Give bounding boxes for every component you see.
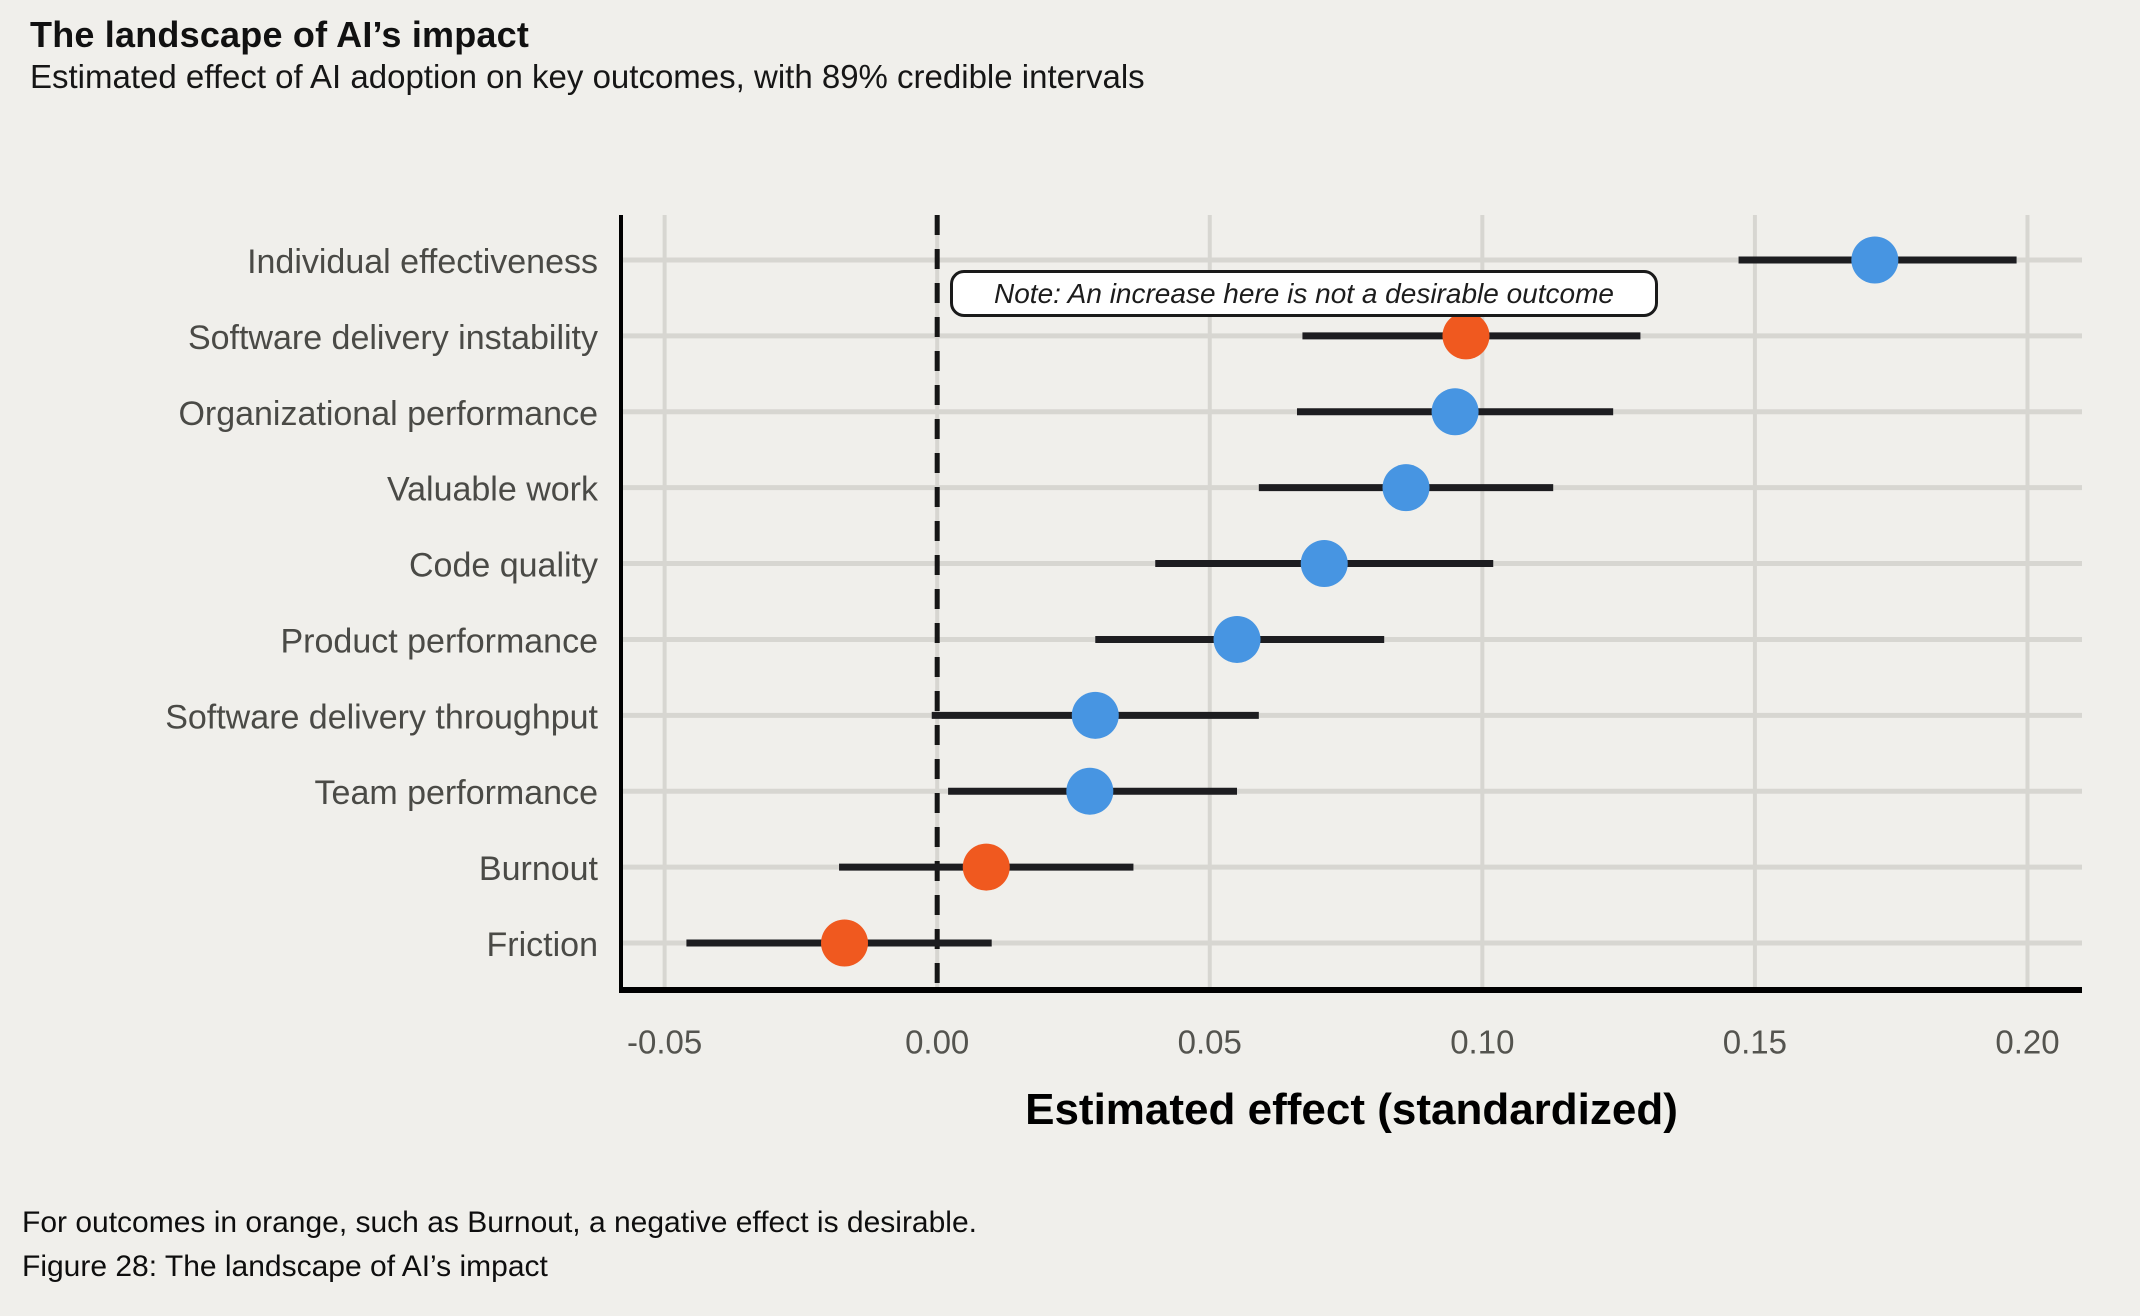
category-label-code-quality: Code quality [409, 547, 598, 585]
footnote-orange-explainer: For outcomes in orange, such as Burnout,… [22, 1206, 977, 1239]
category-label-software-delivery-throughput: Software delivery throughput [165, 698, 598, 736]
estimate-dot-software-delivery-throughput [1071, 691, 1119, 739]
x-axis-title: Estimated effect (standardized) [1025, 1085, 1678, 1134]
estimate-dot-burnout [962, 843, 1010, 891]
annotation-note-box: Note: An increase here is not a desirabl… [950, 270, 1658, 317]
estimate-dot-friction [821, 919, 869, 967]
chart-subtitle: Estimated effect of AI adoption on key o… [30, 58, 1145, 95]
x-tick-label-0.00: 0.00 [905, 1024, 969, 1061]
category-label-valuable-work: Valuable work [387, 471, 599, 509]
category-label-friction: Friction [487, 926, 598, 964]
x-tick-label-0.20: 0.20 [1995, 1024, 2059, 1061]
x-tick-label-0.10: 0.10 [1450, 1024, 1514, 1061]
category-label-team-performance: Team performance [315, 774, 598, 812]
estimate-dot-valuable-work [1382, 464, 1430, 512]
category-label-software-delivery-instability: Software delivery instability [188, 319, 598, 357]
estimate-dot-code-quality [1300, 540, 1348, 588]
figure-caption: Figure 28: The landscape of AI’s impact [22, 1250, 548, 1283]
category-label-individual-effectiveness: Individual effectiveness [247, 243, 598, 281]
estimate-dot-organizational-performance [1431, 388, 1479, 436]
estimate-dot-individual-effectiveness [1851, 236, 1899, 284]
estimate-dot-product-performance [1213, 615, 1261, 663]
x-tick-label-0.15: 0.15 [1723, 1024, 1787, 1061]
x-tick-label-0.05: 0.05 [1178, 1024, 1242, 1061]
category-label-organizational-performance: Organizational performance [178, 395, 598, 433]
estimate-dot-team-performance [1066, 767, 1114, 815]
chart-title: The landscape of AI’s impact [30, 14, 530, 55]
estimate-dot-software-delivery-instability [1442, 312, 1490, 360]
annotation-note-text: Note: An increase here is not a desirabl… [994, 277, 1614, 309]
category-label-burnout: Burnout [479, 850, 599, 888]
x-tick-label--0.05: -0.05 [627, 1024, 702, 1061]
category-label-product-performance: Product performance [281, 622, 599, 660]
